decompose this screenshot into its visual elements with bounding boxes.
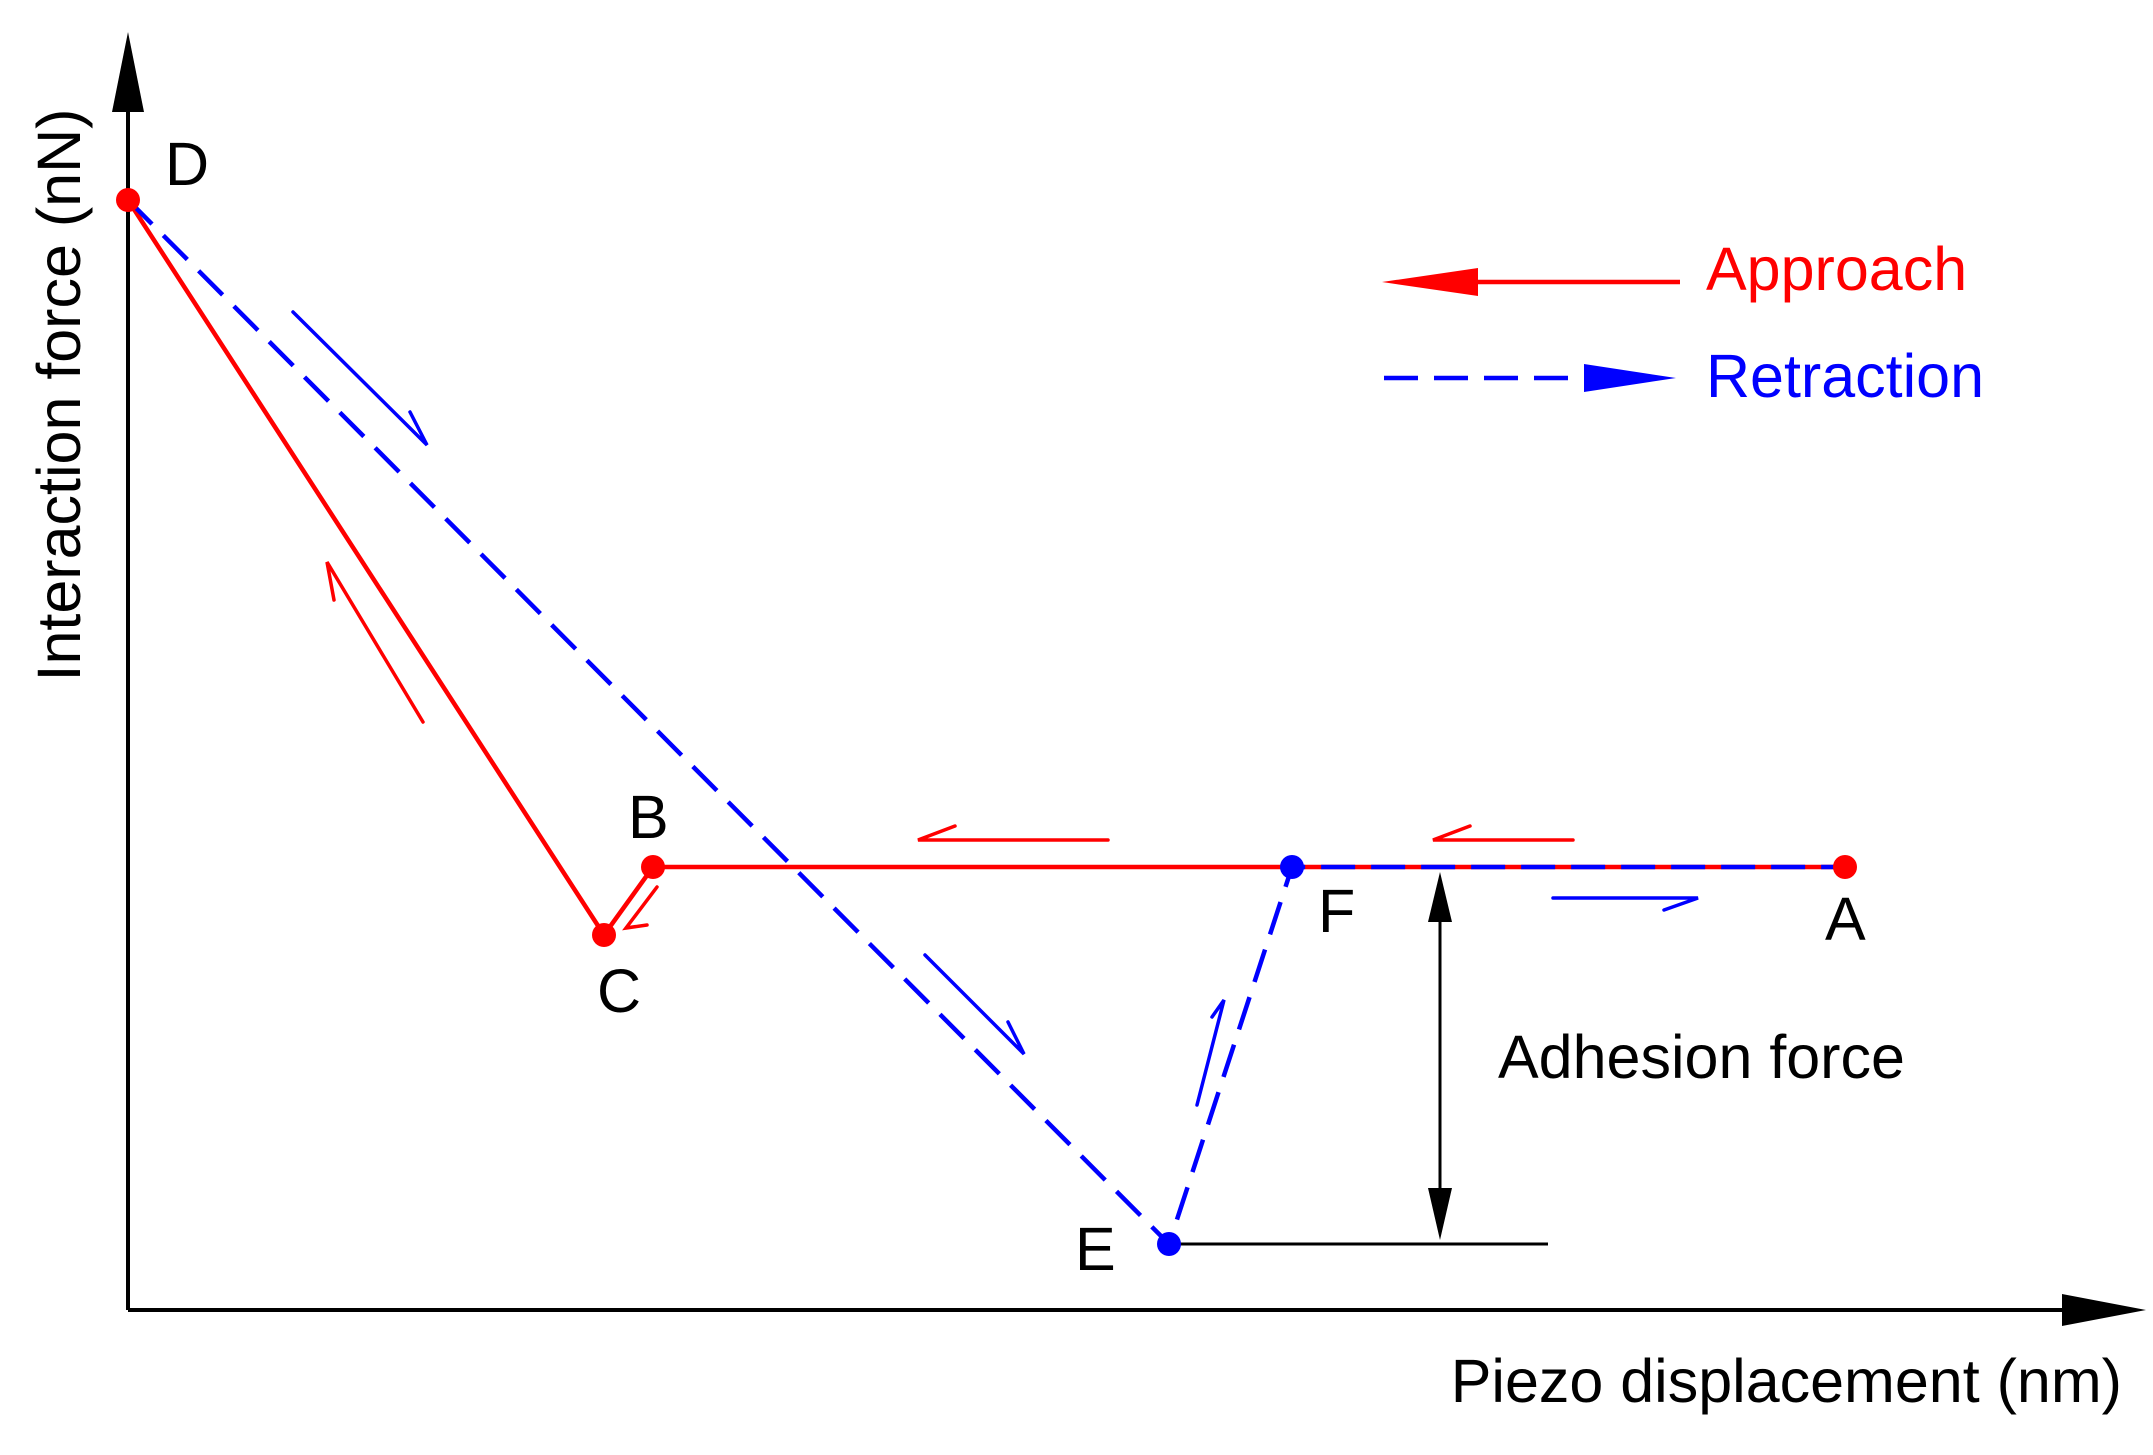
point-a-marker [1833,855,1857,879]
point-b-label: B [628,783,669,851]
point-markers [116,188,1857,1256]
y-axis-label: Interaction force (nN) [25,109,93,682]
adhesion-force-indicator [1169,872,1548,1246]
retraction-curve [126,198,1845,1247]
legend-approach-label: Approach [1706,235,1967,303]
point-e-label: E [1075,1215,1116,1283]
point-e-marker [1157,1232,1181,1256]
approach-curve [126,198,1845,938]
point-f-label: F [1318,877,1355,945]
retraction-arrow-de-upper [291,310,429,447]
legend-retraction-arrowhead [1584,364,1676,392]
point-b-marker [641,855,665,879]
retraction-arrow-fa [1551,896,1699,912]
legend-item-retraction: Retraction [1384,342,1984,410]
adhesion-force-label: Adhesion force [1498,1023,1905,1091]
point-d-marker [116,188,140,212]
point-d-label: D [165,130,209,198]
legend: Approach Retraction [1382,235,1984,410]
retraction-arrow-de-lower [923,953,1026,1056]
y-axis-arrowhead [112,32,144,112]
point-c-marker [592,923,616,947]
legend-approach-arrowhead [1382,268,1478,296]
point-c-label: C [597,957,641,1025]
approach-direction-arrows [325,561,1575,931]
point-labels: D B C E F A [165,130,1866,1283]
retraction-direction-arrows [291,310,1699,1107]
point-f-marker [1280,855,1304,879]
adhesion-arrowhead-top [1428,872,1452,922]
x-axis-arrowhead [2062,1294,2146,1326]
approach-arrow-ab-right [1432,824,1575,842]
x-axis-label: Piezo displacement (nm) [1451,1347,2122,1415]
approach-arrow-bc [622,885,659,931]
adhesion-arrowhead-bottom [1428,1188,1452,1240]
legend-retraction-label: Retraction [1706,342,1984,410]
axes [112,32,2146,1326]
retraction-arrow-ef [1195,998,1226,1107]
approach-arrow-ab-left [917,824,1110,842]
approach-arrow-cd [325,561,425,724]
point-a-label: A [1825,885,1866,953]
legend-item-approach: Approach [1382,235,1967,303]
